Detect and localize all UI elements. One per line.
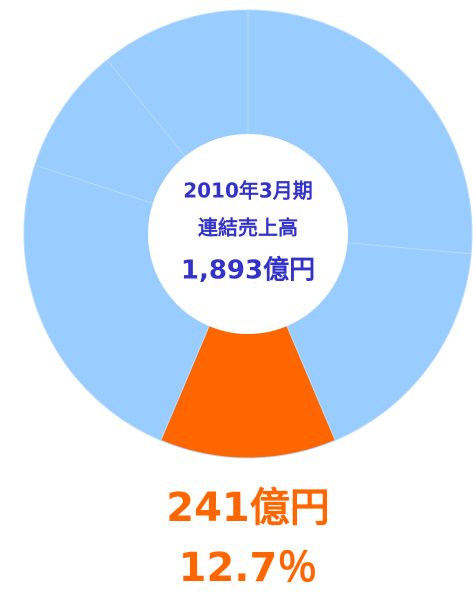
donut-hole: [148, 134, 348, 334]
value-label: 241億円: [166, 485, 330, 531]
percent-label: 12.7％: [179, 545, 318, 591]
segment: [160, 232, 336, 459]
donut: [23, 9, 473, 459]
center-text: 連結売上高: [198, 216, 298, 240]
center-text: 2010年3月期: [183, 179, 313, 203]
center-text: 1,893億円: [181, 256, 315, 286]
